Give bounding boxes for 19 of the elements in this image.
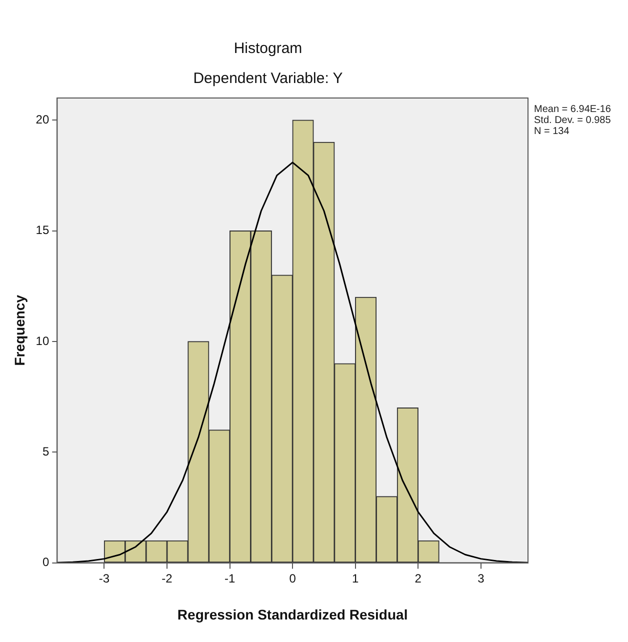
y-tick-label: 5 bbox=[42, 444, 50, 458]
x-axis-title: Regression Standardized Residual bbox=[177, 606, 408, 622]
y-tick-label: 15 bbox=[36, 223, 50, 238]
x-tick-label: 3 bbox=[478, 571, 485, 586]
chart-subtitle: Dependent Variable: Y bbox=[193, 70, 343, 88]
y-tick-label: 10 bbox=[36, 334, 50, 348]
x-tick-label: -1 bbox=[224, 571, 236, 586]
text: Mean = 6.94E-16 bbox=[534, 104, 612, 115]
x-tick-label: 0 bbox=[289, 571, 296, 586]
x-tick-label: 2 bbox=[414, 571, 422, 586]
y-tick-label: 0 bbox=[42, 555, 50, 570]
text: Std. Dev. = 0.985 bbox=[534, 114, 612, 126]
x-tick-label: -2 bbox=[162, 571, 173, 586]
chart-title: Histogram bbox=[234, 40, 302, 58]
text: N = 134 bbox=[534, 126, 570, 137]
y-tick-label: 20 bbox=[36, 112, 50, 126]
x-tick-label: 1 bbox=[352, 571, 360, 586]
y-axis-title: Frequency bbox=[11, 294, 28, 366]
x-tick-label: -3 bbox=[98, 571, 110, 586]
